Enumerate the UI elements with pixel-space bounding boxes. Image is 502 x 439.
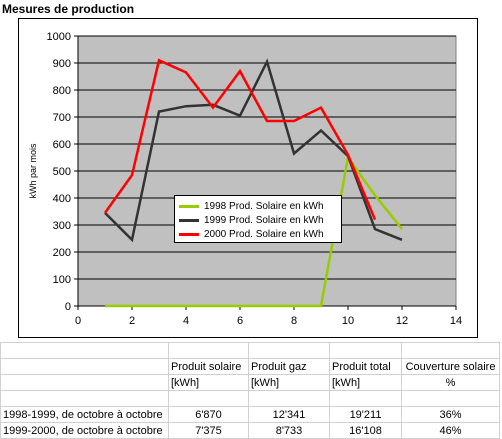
column-header-solaire[interactable]: Produit solaire <box>168 358 249 375</box>
table-row <box>0 342 500 359</box>
x-tick-label: 4 <box>183 315 189 327</box>
y-tick-label: 100 <box>53 274 71 286</box>
legend-label-1998: 1998 Prod. Solaire en kWh <box>204 200 324 212</box>
legend-item-2000: 2000 Prod. Solaire en kWh <box>179 227 337 241</box>
y-tick-label: 200 <box>53 247 71 259</box>
x-tick-label: 8 <box>291 315 297 327</box>
x-tick-label: 12 <box>396 315 408 327</box>
table-cell[interactable] <box>168 342 249 359</box>
unit-cell[interactable]: [kWh] <box>248 374 330 391</box>
column-header-total[interactable]: Produit total <box>329 358 402 375</box>
chart-frame[interactable]: 0 100 200 300 400 500 600 700 800 900 1000 0 2 4 6 8 10 1… <box>18 18 478 338</box>
spreadsheet-grid: Produit solaire Produit gaz Produit tota… <box>0 342 502 439</box>
table-row: 1999-2000, de octobre à octobre 7'375 8'… <box>0 422 500 439</box>
value-cell[interactable]: 7'375 <box>168 422 249 439</box>
legend-item-1998: 1998 Prod. Solaire en kWh <box>179 199 337 213</box>
y-tick-label: 700 <box>53 112 71 124</box>
legend-swatch-1998 <box>179 204 199 208</box>
unit-cell[interactable]: [kWh] <box>329 374 402 391</box>
table-cell[interactable] <box>329 342 402 359</box>
table-cell[interactable] <box>0 342 169 359</box>
table-cell[interactable] <box>401 390 500 407</box>
value-cell[interactable]: 19'211 <box>329 406 402 423</box>
line-chart: 0 100 200 300 400 500 600 700 800 900 1000 0 2 4 6 8 10 1… <box>28 31 462 327</box>
table-header-row: Produit solaire Produit gaz Produit tota… <box>0 358 500 375</box>
table-row: 1998-1999, de octobre à octobre 6'870 12… <box>0 406 500 423</box>
y-tick-label: 800 <box>53 85 71 97</box>
table-cell[interactable] <box>168 390 249 407</box>
legend-swatch-2000 <box>179 232 199 236</box>
y-tick-label: 300 <box>53 220 71 232</box>
table-row <box>0 390 500 407</box>
legend-label-2000: 2000 Prod. Solaire en kWh <box>204 228 324 240</box>
y-tick-label: 900 <box>53 58 71 70</box>
table-cell[interactable] <box>0 390 169 407</box>
x-tick-label: 0 <box>75 315 81 327</box>
y-tick-label: 1000 <box>47 31 71 43</box>
series-line-3 <box>103 58 377 221</box>
table-cell[interactable] <box>329 390 402 407</box>
unit-cell[interactable]: [kWh] <box>168 374 249 391</box>
x-tick-label: 14 <box>450 315 462 327</box>
table-cell[interactable] <box>0 374 169 391</box>
y-tick-label: 500 <box>53 166 71 178</box>
value-cell[interactable]: 36% <box>401 406 500 423</box>
table-cell[interactable] <box>248 390 330 407</box>
y-tick-label: 600 <box>53 139 71 151</box>
value-cell[interactable]: 46% <box>401 422 500 439</box>
y-axis-label: kWh par mois <box>28 143 38 199</box>
column-header-couverture[interactable]: Couverture solaire <box>401 358 500 375</box>
row-label[interactable]: 1999-2000, de octobre à octobre <box>0 422 169 439</box>
value-cell[interactable]: 8'733 <box>248 422 330 439</box>
x-tick-label: 10 <box>342 315 354 327</box>
y-tick-label: 400 <box>53 193 71 205</box>
x-tick-label: 6 <box>237 315 243 327</box>
y-tick-label: 0 <box>65 301 71 313</box>
value-cell[interactable]: 16'108 <box>329 422 402 439</box>
production-table: Produit solaire Produit gaz Produit tota… <box>0 342 500 439</box>
table-cell[interactable] <box>0 358 169 375</box>
legend-label-1999: 1999 Prod. Solaire en kWh <box>204 214 324 226</box>
column-header-gaz[interactable]: Produit gaz <box>248 358 330 375</box>
sheet-title: Mesures de production <box>2 2 135 16</box>
row-label[interactable]: 1998-1999, de octobre à octobre <box>0 406 169 423</box>
table-cell[interactable] <box>248 342 330 359</box>
unit-cell[interactable]: % <box>401 374 500 391</box>
table-cell[interactable] <box>401 342 500 359</box>
value-cell[interactable]: 6'870 <box>168 406 249 423</box>
legend-item-1999: 1999 Prod. Solaire en kWh <box>179 213 337 227</box>
value-cell[interactable]: 12'341 <box>248 406 330 423</box>
table-unit-row: [kWh] [kWh] [kWh] % <box>0 374 500 391</box>
legend-swatch-1999 <box>179 218 199 222</box>
x-tick-label: 2 <box>129 315 135 327</box>
chart-legend[interactable]: 1998 Prod. Solaire en kWh 1999 Prod. Sol… <box>174 195 342 243</box>
